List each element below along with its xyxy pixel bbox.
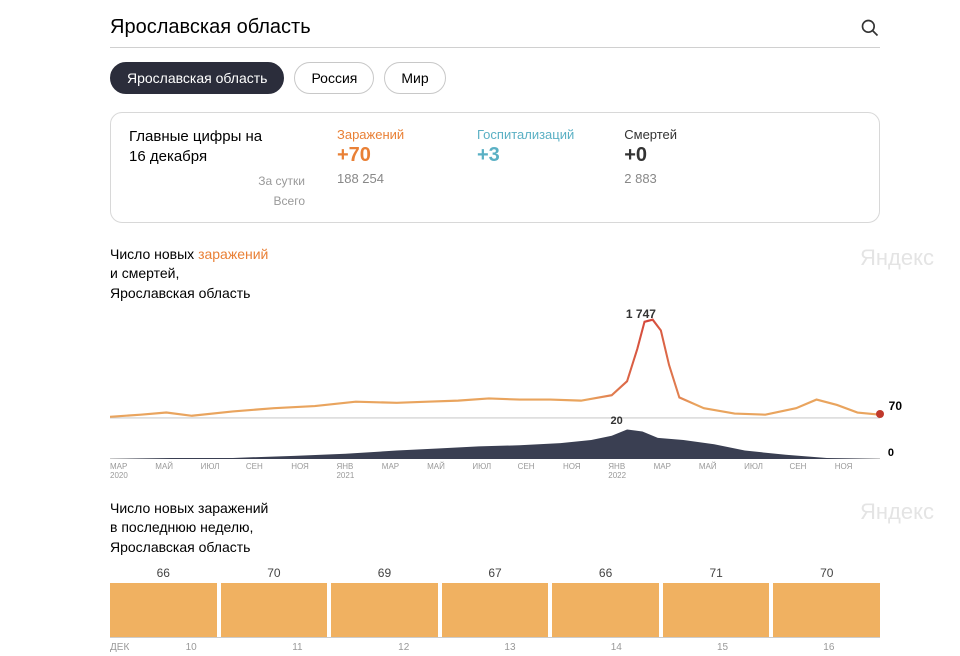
- bar-rect: [552, 583, 659, 637]
- xaxis-tick: НОЯ: [563, 463, 608, 481]
- xaxis-tick: МАЙ: [155, 463, 200, 481]
- watermark: Яндекс: [860, 245, 934, 271]
- xaxis-tick: МАЙ: [699, 463, 744, 481]
- bar-xaxis-tick: 16: [778, 642, 880, 653]
- bar-value: 66: [552, 566, 659, 580]
- stat-daily: +0: [624, 144, 714, 167]
- bar-rect: [663, 583, 770, 637]
- bar-value: 70: [221, 566, 328, 580]
- deaths-area-chart: 20 0: [110, 421, 880, 459]
- end-value-label: 70: [889, 399, 902, 413]
- stats-title: Главные цифры на 16 декабря: [129, 127, 305, 168]
- stat-total: [477, 171, 574, 187]
- xaxis-tick: ЯНВ2022: [608, 463, 653, 481]
- stats-card: Главные цифры на 16 декабря За сутки Все…: [110, 112, 880, 223]
- region-chips: Ярославская область Россия Мир: [110, 62, 880, 94]
- bar-value: 70: [773, 566, 880, 580]
- end-dot: [876, 410, 884, 418]
- stat-daily: +3: [477, 144, 574, 167]
- line-chart-title: Число новых заражений и смертей, Ярослав…: [110, 245, 880, 304]
- search-input[interactable]: [110, 16, 860, 39]
- bar-xaxis-tick: 14: [565, 642, 667, 653]
- bar: 66: [110, 566, 217, 637]
- region-chip[interactable]: Россия: [294, 62, 374, 94]
- bar-xaxis-tick: 15: [671, 642, 773, 653]
- stat-total: 2 883: [624, 171, 714, 187]
- stat-total: 188 254: [337, 171, 427, 187]
- deaths-peak-label: 20: [611, 415, 623, 427]
- infections-line-chart: 1 747 70: [110, 311, 880, 419]
- peak-value-label: 1 747: [626, 307, 656, 321]
- stat-label: Смертей: [624, 127, 714, 142]
- bar-xaxis-tick: 13: [459, 642, 561, 653]
- xaxis-tick: ИЮЛ: [472, 463, 517, 481]
- bar-xaxis-tick: 12: [353, 642, 455, 653]
- stat-column: Госпитализаций +3: [477, 127, 574, 208]
- xaxis-tick: МАР2020: [110, 463, 155, 481]
- line-chart-block: Яндекс Число новых заражений и смертей, …: [110, 245, 880, 481]
- stat-daily: +70: [337, 144, 427, 167]
- line-chart-xaxis: МАР2020МАЙИЮЛСЕННОЯЯНВ2021МАРМАЙИЮЛСЕННО…: [110, 463, 880, 481]
- bar-rect: [221, 583, 328, 637]
- bar-rect: [442, 583, 549, 637]
- bar: 70: [221, 566, 328, 637]
- bar-chart-title: Число новых заражений в последнюю неделю…: [110, 499, 880, 558]
- region-chip[interactable]: Ярославская область: [110, 62, 284, 94]
- stat-label: Заражений: [337, 127, 427, 142]
- xaxis-tick: НОЯ: [291, 463, 336, 481]
- stat-column: Смертей +0 2 883: [624, 127, 714, 208]
- xaxis-tick: ИЮЛ: [744, 463, 789, 481]
- stat-label: Госпитализаций: [477, 127, 574, 142]
- xaxis-tick: ИЮЛ: [201, 463, 246, 481]
- xaxis-tick: СЕН: [789, 463, 834, 481]
- bar-value: 71: [663, 566, 770, 580]
- xaxis-tick: СЕН: [246, 463, 291, 481]
- bar-xaxis-tick: 11: [246, 642, 348, 653]
- stat-column: Заражений +70 188 254: [337, 127, 427, 208]
- bar: 66: [552, 566, 659, 637]
- xaxis-tick: МАР: [382, 463, 427, 481]
- bar-month-label: ДЕК: [110, 642, 136, 653]
- bar: 69: [331, 566, 438, 637]
- weekly-bar-chart: 66 70 69 67 66 71 70 ДЕК 10 11 12 13 14 15 16: [110, 566, 880, 656]
- bar-rect: [773, 583, 880, 637]
- bar-value: 66: [110, 566, 217, 580]
- search-icon[interactable]: [860, 18, 880, 38]
- region-chip[interactable]: Мир: [384, 62, 445, 94]
- search-bar[interactable]: [110, 12, 880, 48]
- xaxis-tick: МАЙ: [427, 463, 472, 481]
- xaxis-tick: НОЯ: [835, 463, 880, 481]
- bar-value: 69: [331, 566, 438, 580]
- watermark: Яндекс: [860, 499, 934, 525]
- bar: 71: [663, 566, 770, 637]
- bar-value: 67: [442, 566, 549, 580]
- deaths-end-label: 0: [888, 447, 894, 459]
- bar: 70: [773, 566, 880, 637]
- xaxis-tick: МАР: [654, 463, 699, 481]
- xaxis-tick: ЯНВ2021: [336, 463, 381, 481]
- stats-row-daily-label: За сутки: [129, 174, 305, 188]
- bar-chart-block: Яндекс Число новых заражений в последнюю…: [110, 499, 880, 656]
- bar-rect: [331, 583, 438, 637]
- bar-xaxis-tick: 10: [140, 642, 242, 653]
- bar: 67: [442, 566, 549, 637]
- bar-rect: [110, 583, 217, 637]
- stats-row-total-label: Всего: [129, 194, 305, 208]
- xaxis-tick: СЕН: [518, 463, 563, 481]
